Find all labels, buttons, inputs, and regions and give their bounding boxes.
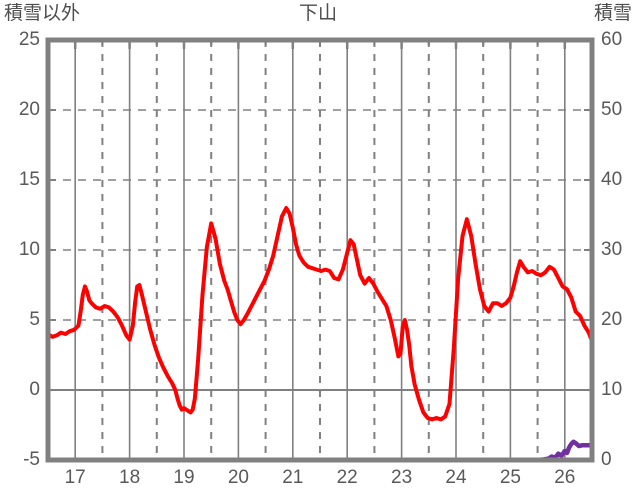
x-axis-tick-label: 18: [119, 467, 141, 488]
left-axis-tick-label: 5: [29, 309, 40, 330]
left-axis-tick-label: 20: [18, 99, 40, 120]
right-axis-tick-label: 30: [601, 239, 623, 260]
right-axis-title: 積雪: [593, 3, 632, 24]
right-axis-tick-label: 0: [601, 449, 612, 470]
x-axis-tick-label: 19: [173, 467, 195, 488]
chart-title: 下山: [298, 3, 337, 24]
right-axis-tick-label: 40: [601, 169, 623, 190]
plot-frame: [45, 37, 595, 463]
x-axis-tick-label: 24: [445, 467, 467, 488]
left-axis-tick-label: 15: [18, 169, 40, 190]
x-axis-tick-label: 23: [391, 467, 413, 488]
x-axis-tick-label: 20: [227, 467, 249, 488]
x-axis-tick-label: 21: [282, 467, 304, 488]
right-axis-tick-label: 20: [601, 309, 623, 330]
left-axis-tick-label: -5: [23, 449, 40, 470]
left-axis-tick-label: 25: [18, 29, 40, 50]
right-axis-tick-label: 60: [601, 29, 623, 50]
right-axis-tick-label: 10: [601, 379, 623, 400]
series-line-non-snow: [46, 206, 594, 422]
x-axis-tick-label: 22: [336, 467, 358, 488]
x-axis-tick-label: 17: [64, 467, 86, 488]
horizontal-gridlines: [48, 109, 592, 391]
left-axis-tick-label: 0: [29, 379, 40, 400]
left-axis-title: 積雪以外: [4, 3, 81, 24]
right-axis-tick-label: 50: [601, 99, 623, 120]
x-axis-tick-label: 25: [499, 467, 521, 488]
x-axis-tick-label: 26: [554, 467, 576, 488]
left-axis-tick-label: 10: [18, 239, 40, 260]
